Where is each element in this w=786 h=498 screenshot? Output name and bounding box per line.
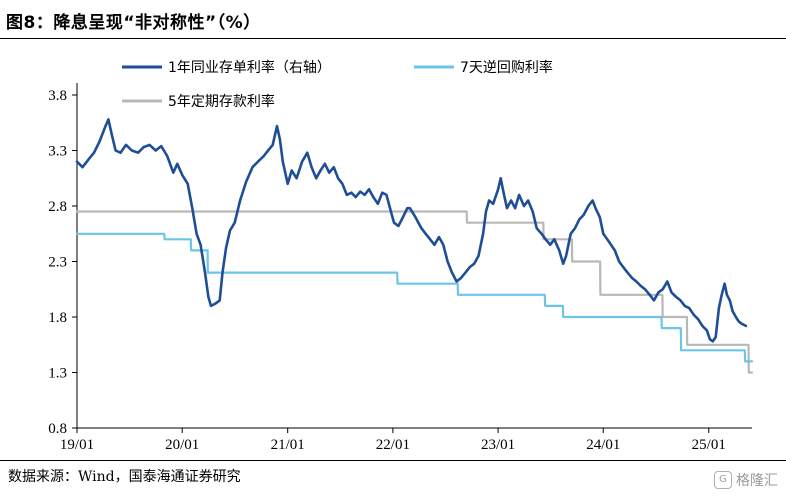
x-tick-label: 25/01 xyxy=(692,437,726,453)
source-note: 数据来源：Wind，国泰海通证券研究 xyxy=(8,469,241,485)
y-tick-label: 3.8 xyxy=(48,88,67,104)
x-tick-label: 23/01 xyxy=(481,437,515,453)
x-tick-label: 19/01 xyxy=(60,437,94,453)
y-tick-label: 2.3 xyxy=(48,255,67,271)
chart-title: 图8：降息呈现“非对称性”（%） xyxy=(6,13,261,33)
series-line-deposit xyxy=(75,210,754,374)
y-tick-label: 1.8 xyxy=(48,310,67,326)
series-line-reverse_repo xyxy=(75,232,754,363)
legend-label-reverse_repo: 7天逆回购利率 xyxy=(460,59,553,76)
watermark-text: 格隆汇 xyxy=(736,473,778,489)
legend-label-interbank: 1年同业存单利率（右轴） xyxy=(168,59,331,76)
y-tick-label: 3.3 xyxy=(48,144,67,160)
y-tick-label: 0.8 xyxy=(48,421,67,437)
legend-label-deposit: 5年定期存款利率 xyxy=(168,93,275,110)
x-tick-label: 20/01 xyxy=(165,437,199,453)
y-tick-label: 2.8 xyxy=(48,199,67,215)
watermark-logo-icon: G xyxy=(714,471,732,489)
x-tick-label: 22/01 xyxy=(376,437,410,453)
y-tick-label: 1.3 xyxy=(48,366,67,382)
top-rule xyxy=(0,38,786,39)
series-line-interbank xyxy=(75,118,748,343)
bottom-rule xyxy=(0,460,786,461)
x-tick-label: 24/01 xyxy=(586,437,620,453)
x-tick-label: 21/01 xyxy=(271,437,305,453)
watermark: G 格隆汇 xyxy=(714,470,778,490)
